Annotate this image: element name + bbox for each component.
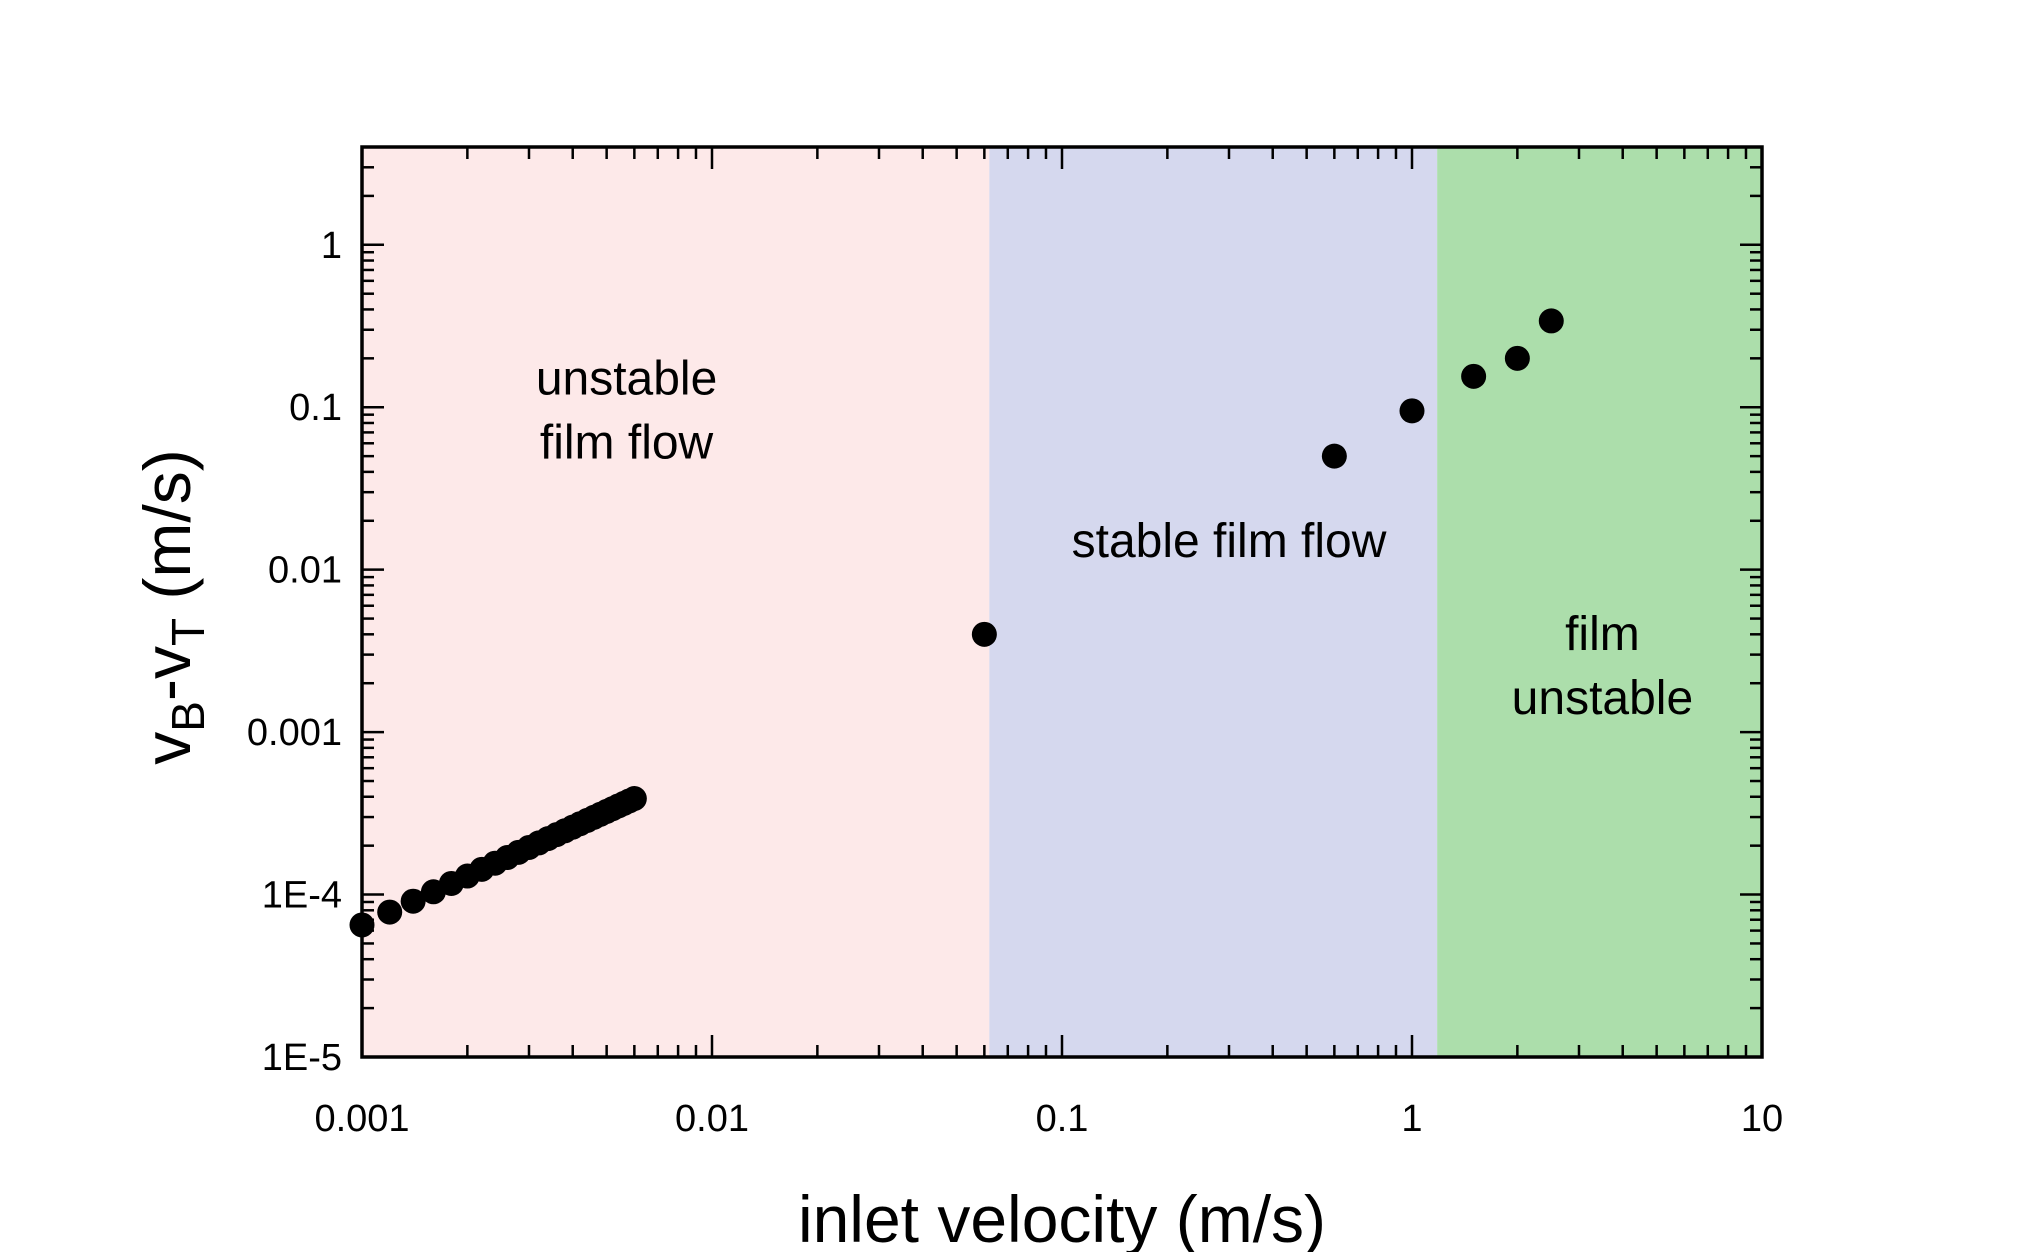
x-tick-label: 0.001	[314, 1098, 409, 1140]
y-tick-label: 0.01	[268, 550, 342, 592]
x-tick-label: 10	[1741, 1098, 1783, 1140]
x-tick-label: 1	[1401, 1098, 1422, 1140]
data-point	[1321, 443, 1347, 469]
y-axis-title-dash: -v	[130, 646, 204, 701]
region-label-film-unstable-0: film	[1565, 608, 1640, 661]
data-point	[1538, 308, 1564, 334]
region-backgrounds	[362, 147, 1762, 1057]
x-tick-label: 0.01	[675, 1098, 749, 1140]
region-label-unstable-film-flow-1: film flow	[540, 416, 714, 469]
y-tick-label: 1E-4	[262, 875, 342, 917]
region-label-film-unstable-1: unstable	[1512, 672, 1693, 725]
data-point	[1504, 345, 1530, 371]
data-point	[377, 899, 403, 925]
data-point	[621, 786, 647, 812]
x-tick-label: 0.1	[1036, 1098, 1089, 1140]
data-point	[1461, 363, 1487, 389]
y-tick-label: 1E-5	[262, 1037, 342, 1079]
data-points	[349, 308, 1564, 938]
region-label-unstable-film-flow-0: unstable	[536, 352, 717, 405]
y-tick-label: 0.1	[289, 387, 342, 429]
data-point	[971, 621, 997, 647]
y-axis-title-unit: (m/s)	[130, 449, 204, 618]
data-point	[1399, 398, 1425, 424]
data-point	[400, 888, 426, 914]
tick-labels: 0.001 0.01 0.1 1 10 1E-5 1E-4 0.001 0.01 0.1 1	[247, 225, 1783, 1140]
region-film-unstable	[1437, 147, 1762, 1057]
region-label-stable-film-flow-0: stable film flow	[1072, 515, 1387, 568]
y-axis-title: vB-vT (m/s)	[130, 449, 214, 764]
y-axis-title-base: v	[130, 732, 204, 765]
region-unstable-film-flow	[362, 147, 990, 1057]
y-tick-label: 1	[321, 225, 342, 267]
plot-frame	[360, 145, 1764, 1059]
y-axis-title-sub1: B	[162, 701, 214, 732]
region-labels: unstable film flow stable film flow film uns…	[536, 352, 1693, 725]
region-stable-film-flow	[989, 147, 1438, 1057]
y-tick-label: 0.001	[247, 712, 342, 754]
x-axis-title: inlet velocity (m/s)	[798, 1182, 1326, 1252]
y-axis-title-sub2: T	[162, 618, 214, 646]
